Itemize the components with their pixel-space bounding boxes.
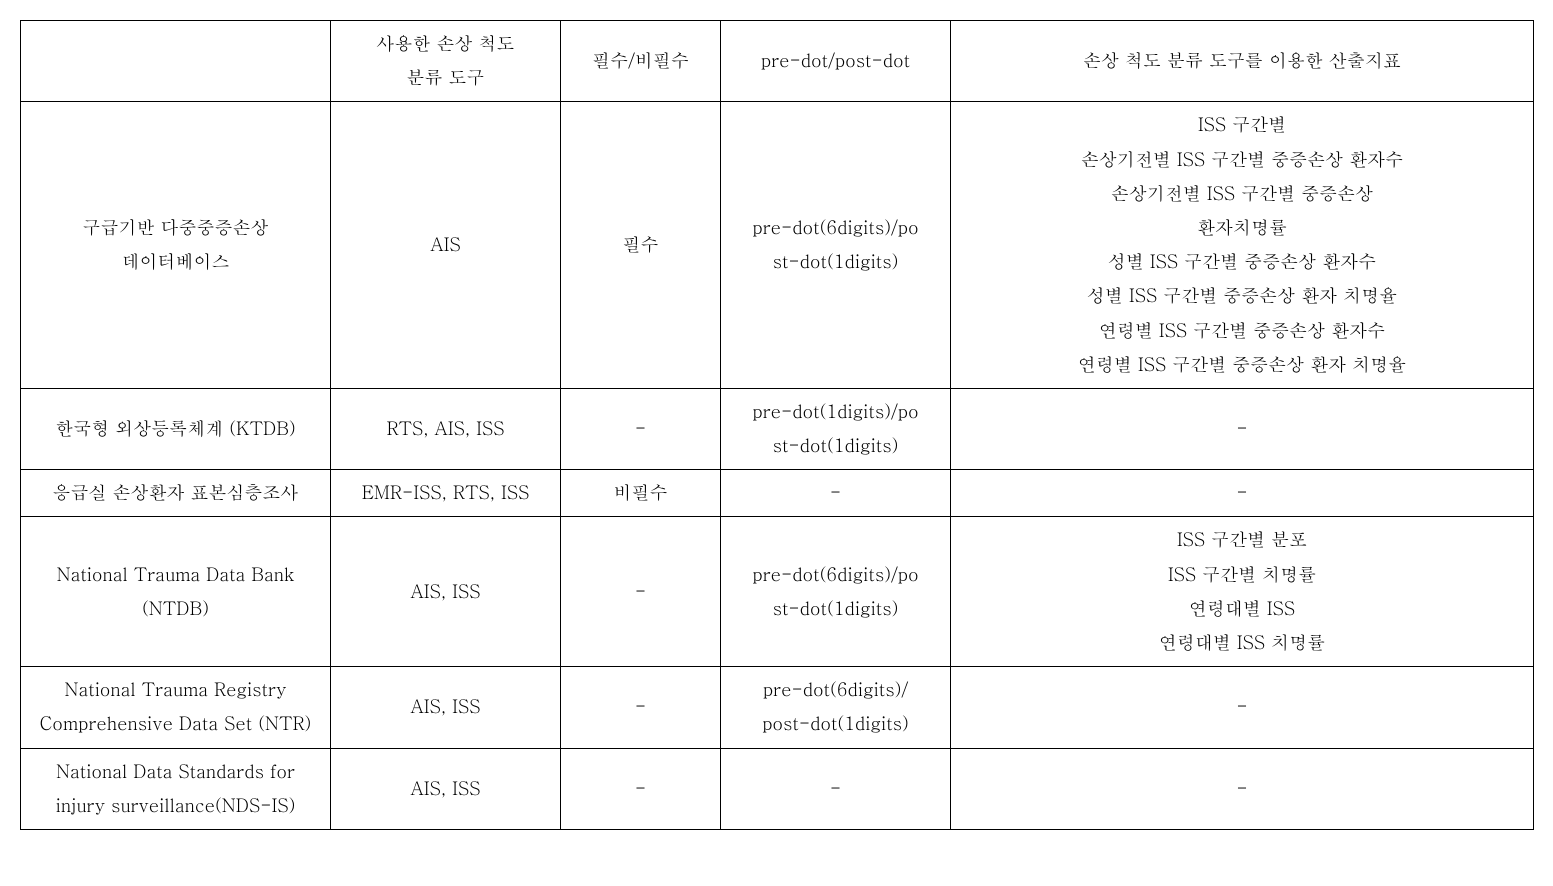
cell-tool: AIS, ISS	[331, 517, 561, 667]
cell-text: pre-dot(6digits)/	[729, 673, 942, 707]
cell-dot: pre-dot(6digits)/po st-dot(1digits)	[721, 517, 951, 667]
cell-text: (NTDB)	[29, 592, 322, 626]
table-row: National Data Standards for injury surve…	[21, 748, 1534, 829]
header-tool: 사용한 손상 척도 분류 도구	[331, 21, 561, 102]
cell-required: -	[561, 388, 721, 469]
cell-name: 구급기반 다중중증손상 데이터베이스	[21, 102, 331, 389]
cell-text: Comprehensive Data Set (NTR)	[29, 707, 322, 741]
cell-name: 한국형 외상등록체계 (KTDB)	[21, 388, 331, 469]
cell-name: National Trauma Data Bank (NTDB)	[21, 517, 331, 667]
cell-output: -	[951, 388, 1534, 469]
cell-required: -	[561, 748, 721, 829]
cell-tool: RTS, AIS, ISS	[331, 388, 561, 469]
cell-text: 연령별 ISS 구간별 중증손상 환자수	[959, 314, 1525, 348]
cell-name: National Trauma Registry Comprehensive D…	[21, 667, 331, 748]
cell-output: -	[951, 470, 1534, 517]
cell-text: 연령별 ISS 구간별 중증손상 환자 치명율	[959, 348, 1525, 382]
cell-tool: AIS, ISS	[331, 667, 561, 748]
cell-text: 연령대별 ISS 치명률	[959, 626, 1525, 660]
table-row: 구급기반 다중중증손상 데이터베이스 AIS 필수 pre-dot(6digit…	[21, 102, 1534, 389]
table-header-row: 사용한 손상 척도 분류 도구 필수/비필수 pre-dot/post-dot …	[21, 21, 1534, 102]
cell-text: ISS 구간별	[959, 108, 1525, 142]
cell-text: ISS 구간별 치명률	[959, 558, 1525, 592]
cell-name: National Data Standards for injury surve…	[21, 748, 331, 829]
cell-text: 환자치명률	[959, 211, 1525, 245]
header-blank	[21, 21, 331, 102]
cell-text: National Trauma Data Bank	[29, 558, 322, 592]
cell-tool: AIS	[331, 102, 561, 389]
cell-dot: pre-dot(6digits)/po st-dot(1digits)	[721, 102, 951, 389]
cell-text: 연령대별 ISS	[959, 592, 1525, 626]
cell-text: pre-dot(6digits)/po	[729, 558, 942, 592]
cell-required: 비필수	[561, 470, 721, 517]
table-row: National Trauma Registry Comprehensive D…	[21, 667, 1534, 748]
cell-text: National Trauma Registry	[29, 673, 322, 707]
cell-text: 성별 ISS 구간별 중증손상 환자수	[959, 245, 1525, 279]
cell-text: 데이터베이스	[29, 245, 322, 279]
cell-text: 성별 ISS 구간별 중증손상 환자 치명율	[959, 279, 1525, 313]
cell-required: -	[561, 517, 721, 667]
cell-dot: -	[721, 748, 951, 829]
cell-tool: EMR-ISS, RTS, ISS	[331, 470, 561, 517]
cell-text: 손상기전별 ISS 구간별 중증손상 환자수	[959, 143, 1525, 177]
cell-dot: pre-dot(6digits)/ post-dot(1digits)	[721, 667, 951, 748]
table-row: National Trauma Data Bank (NTDB) AIS, IS…	[21, 517, 1534, 667]
injury-scale-table: 사용한 손상 척도 분류 도구 필수/비필수 pre-dot/post-dot …	[20, 20, 1534, 830]
cell-text: ISS 구간별 분포	[959, 523, 1525, 557]
cell-text: st-dot(1digits)	[729, 245, 942, 279]
header-tool-line2: 분류 도구	[339, 61, 552, 95]
cell-output: -	[951, 748, 1534, 829]
header-output: 손상 척도 분류 도구를 이용한 산출지표	[951, 21, 1534, 102]
cell-text: pre-dot(1digits)/po	[729, 395, 942, 429]
cell-output: ISS 구간별 손상기전별 ISS 구간별 중증손상 환자수 손상기전별 ISS…	[951, 102, 1534, 389]
cell-required: -	[561, 667, 721, 748]
cell-text: injury surveillance(NDS-IS)	[29, 789, 322, 823]
header-tool-line1: 사용한 손상 척도	[339, 27, 552, 61]
cell-required: 필수	[561, 102, 721, 389]
cell-name: 응급실 손상환자 표본심층조사	[21, 470, 331, 517]
cell-dot: -	[721, 470, 951, 517]
cell-text: pre-dot(6digits)/po	[729, 211, 942, 245]
header-required: 필수/비필수	[561, 21, 721, 102]
cell-text: 구급기반 다중중증손상	[29, 211, 322, 245]
cell-text: st-dot(1digits)	[729, 429, 942, 463]
cell-text: post-dot(1digits)	[729, 707, 942, 741]
cell-tool: AIS, ISS	[331, 748, 561, 829]
cell-dot: pre-dot(1digits)/po st-dot(1digits)	[721, 388, 951, 469]
cell-text: National Data Standards for	[29, 755, 322, 789]
table-row: 응급실 손상환자 표본심층조사 EMR-ISS, RTS, ISS 비필수 - …	[21, 470, 1534, 517]
table-row: 한국형 외상등록체계 (KTDB) RTS, AIS, ISS - pre-do…	[21, 388, 1534, 469]
cell-text: 손상기전별 ISS 구간별 중증손상	[959, 177, 1525, 211]
cell-output: ISS 구간별 분포 ISS 구간별 치명률 연령대별 ISS 연령대별 ISS…	[951, 517, 1534, 667]
cell-output: -	[951, 667, 1534, 748]
cell-text: st-dot(1digits)	[729, 592, 942, 626]
header-dot: pre-dot/post-dot	[721, 21, 951, 102]
